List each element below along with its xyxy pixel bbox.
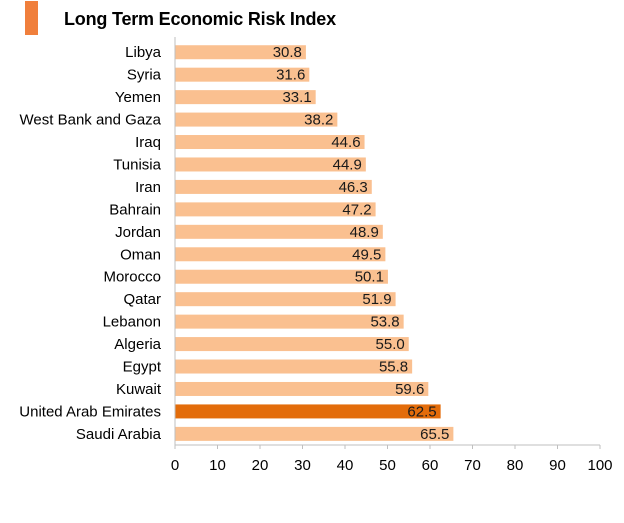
chart-title: Long Term Economic Risk Index: [64, 9, 336, 29]
x-tick-label-50: 50: [379, 457, 396, 474]
x-tick-label-100: 100: [587, 457, 612, 474]
bar-iran: [175, 179, 372, 194]
category-label-iran: Iran: [135, 179, 161, 196]
value-label-west-bank-and-gaza: 38.2: [304, 112, 333, 129]
bar-libya: [175, 45, 306, 60]
value-label-oman: 49.5: [352, 246, 381, 263]
x-tick-label-20: 20: [252, 457, 269, 474]
x-tick-label-10: 10: [209, 457, 226, 474]
x-tick-label-60: 60: [422, 457, 439, 474]
category-label-united-arab-emirates: United Arab Emirates: [19, 403, 161, 420]
value-label-iran: 46.3: [339, 179, 368, 196]
x-tick-label-40: 40: [337, 457, 354, 474]
bar-west-bank-and-gaza: [175, 112, 338, 127]
category-label-yemen: Yemen: [115, 89, 161, 106]
value-label-kuwait: 59.6: [395, 381, 424, 398]
category-label-west-bank-and-gaza: West Bank and Gaza: [20, 112, 162, 129]
value-label-morocco: 50.1: [355, 269, 384, 286]
bar-algeria: [175, 337, 409, 352]
value-label-lebanon: 53.8: [370, 314, 399, 331]
bar-qatar: [175, 292, 396, 307]
bar-morocco: [175, 269, 388, 284]
bar-saudi-arabia: [175, 426, 454, 441]
category-label-bahrain: Bahrain: [109, 201, 161, 218]
value-label-tunisia: 44.9: [333, 156, 362, 173]
bar-tunisia: [175, 157, 366, 172]
value-label-united-arab-emirates: 62.5: [407, 403, 436, 420]
value-label-iraq: 44.6: [331, 134, 360, 151]
bar-jordan: [175, 224, 383, 239]
bar-bahrain: [175, 202, 376, 217]
bar-egypt: [175, 359, 413, 374]
value-label-qatar: 51.9: [362, 291, 391, 308]
bar-yemen: [175, 90, 316, 105]
value-label-algeria: 55.0: [376, 336, 405, 353]
x-tick-label-90: 90: [549, 457, 566, 474]
value-label-jordan: 48.9: [350, 224, 379, 241]
category-label-saudi-arabia: Saudi Arabia: [76, 426, 162, 443]
category-label-syria: Syria: [127, 67, 162, 84]
value-label-bahrain: 47.2: [342, 201, 371, 218]
bar-oman: [175, 247, 386, 262]
bar-lebanon: [175, 314, 404, 329]
category-label-jordan: Jordan: [115, 224, 161, 241]
category-label-tunisia: Tunisia: [113, 156, 161, 173]
category-label-libya: Libya: [125, 44, 162, 61]
category-label-iraq: Iraq: [135, 134, 161, 151]
value-label-yemen: 33.1: [282, 89, 311, 106]
bar-kuwait: [175, 381, 429, 396]
x-tick-label-80: 80: [507, 457, 524, 474]
category-label-qatar: Qatar: [123, 291, 161, 308]
category-label-egypt: Egypt: [123, 359, 162, 376]
category-label-algeria: Algeria: [114, 336, 161, 353]
value-label-syria: 31.6: [276, 67, 305, 84]
category-label-morocco: Morocco: [103, 269, 161, 286]
value-label-libya: 30.8: [273, 44, 302, 61]
category-label-oman: Oman: [120, 246, 161, 263]
x-tick-label-70: 70: [464, 457, 481, 474]
value-label-saudi-arabia: 65.5: [420, 426, 449, 443]
bar-syria: [175, 67, 310, 82]
x-tick-label-30: 30: [294, 457, 311, 474]
bar-iraq: [175, 135, 365, 150]
title-accent-bar: [25, 1, 38, 35]
value-label-egypt: 55.8: [379, 359, 408, 376]
bar-united-arab-emirates: [175, 404, 441, 419]
x-tick-label-0: 0: [171, 457, 179, 474]
category-label-lebanon: Lebanon: [103, 314, 161, 331]
category-label-kuwait: Kuwait: [116, 381, 162, 398]
